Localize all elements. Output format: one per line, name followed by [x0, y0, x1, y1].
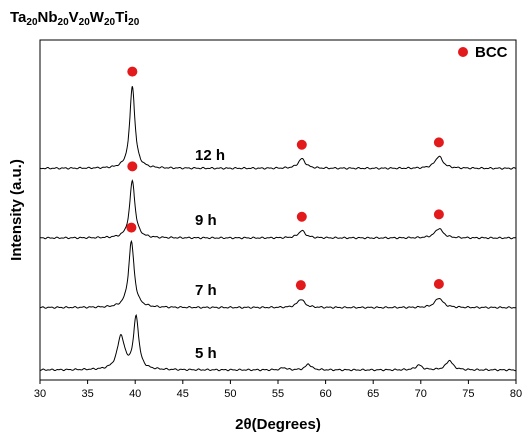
bcc-marker	[296, 211, 307, 222]
bcc-marker	[127, 161, 138, 172]
title-part: 20	[128, 17, 140, 28]
series-line-5h	[39, 314, 517, 372]
title-part: Nb	[38, 9, 58, 26]
x-tick-label: 70	[415, 388, 427, 400]
legend: BCC	[458, 44, 508, 61]
series-label: 9 h	[195, 212, 217, 229]
bcc-marker	[433, 209, 444, 220]
bcc-marker	[433, 137, 444, 148]
title-part: 20	[79, 17, 91, 28]
x-tick-label: 30	[34, 388, 46, 400]
x-tick-label: 35	[81, 388, 93, 400]
bcc-markers	[126, 66, 444, 291]
bcc-marker	[126, 222, 137, 233]
title-part: Ta	[10, 9, 27, 26]
title-part: Ti	[115, 9, 128, 26]
x-tick-label: 65	[367, 388, 379, 400]
series-labels: 5 h 7 h 9 h 12 h	[195, 147, 225, 362]
x-axis-label: 2θ(Degrees)	[235, 416, 321, 433]
x-axis-ticks: 30 35 40 45 50 55 60 65 70 75 80	[34, 380, 522, 400]
bcc-marker	[296, 139, 307, 150]
x-tick-label: 40	[129, 388, 141, 400]
y-axis-label: Intensity (a.u.)	[8, 159, 25, 261]
x-tick-label: 45	[177, 388, 189, 400]
bcc-marker	[433, 278, 444, 289]
legend-label: BCC	[475, 44, 508, 61]
title-part: V	[69, 9, 79, 26]
plot-frame	[39, 39, 517, 381]
x-tick-label: 50	[224, 388, 236, 400]
series-label: 5 h	[195, 345, 217, 362]
title-part: 20	[58, 17, 70, 28]
chart-title: Ta20Nb20V20W20Ti20	[10, 9, 140, 28]
x-tick-label: 80	[510, 388, 522, 400]
bcc-marker	[127, 66, 138, 77]
title-part: 20	[104, 17, 116, 28]
series-label: 12 h	[195, 147, 225, 164]
series-line-7h	[40, 239, 517, 309]
legend-marker	[458, 47, 468, 57]
series-label: 7 h	[195, 282, 217, 299]
bcc-marker	[295, 280, 306, 291]
x-tick-label: 55	[272, 388, 284, 400]
title-part: W	[90, 9, 105, 26]
x-tick-label: 60	[319, 388, 331, 400]
series-curves	[39, 86, 517, 372]
x-tick-label: 75	[462, 388, 474, 400]
series-line-9h	[39, 179, 516, 240]
series-line-12h	[39, 86, 517, 170]
title-part: 20	[26, 17, 38, 28]
